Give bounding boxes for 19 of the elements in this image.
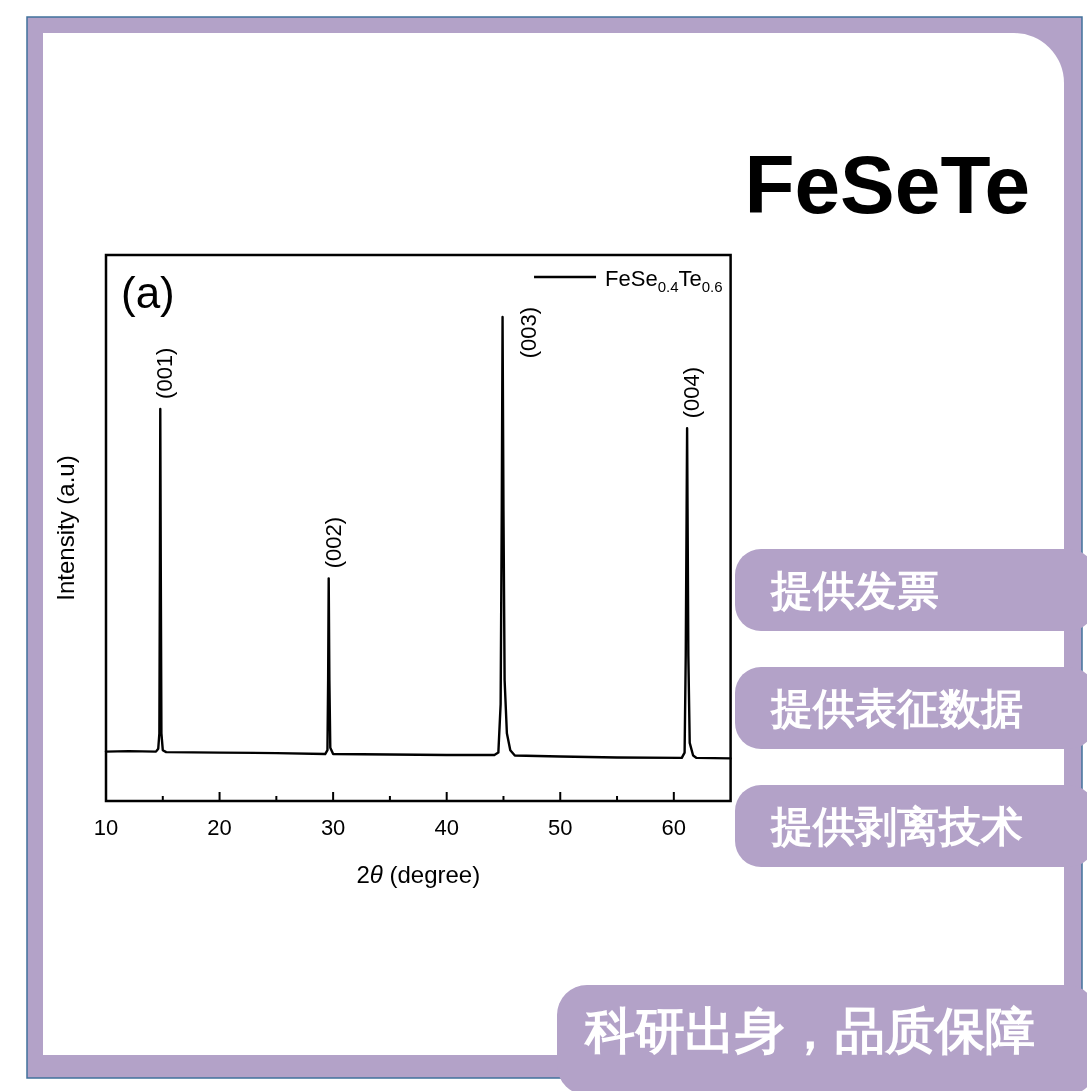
side-note: 提供发票 (771, 566, 939, 614)
x-tick-label: 20 (207, 815, 232, 840)
y-axis-title: Intensity (a.u) (51, 455, 79, 601)
x-tick-label: 10 (93, 815, 119, 840)
peak-label: (003) (515, 306, 541, 359)
x-tick-label: 30 (320, 815, 346, 840)
side-note: 提供剥离技术 (771, 802, 1023, 850)
x-tick-label: 60 (661, 815, 687, 840)
title: FeSeTe (744, 139, 1030, 230)
peak-label: (001) (151, 347, 177, 399)
x-axis-title: 2θ (degree) (356, 860, 481, 888)
peak-label: (004) (678, 366, 704, 419)
x-tick-label: 50 (548, 815, 573, 840)
legend-label: FeSe$_{0.4}$Te$_{0.6}$ (605, 266, 723, 296)
side-note: 提供表征数据 (771, 684, 1023, 732)
banner-note: 科研出身，品质保障 (585, 1003, 1035, 1059)
panel-label: (a) (121, 268, 175, 317)
peak-label: (002) (320, 517, 346, 569)
x-tick-label: 40 (434, 815, 459, 840)
